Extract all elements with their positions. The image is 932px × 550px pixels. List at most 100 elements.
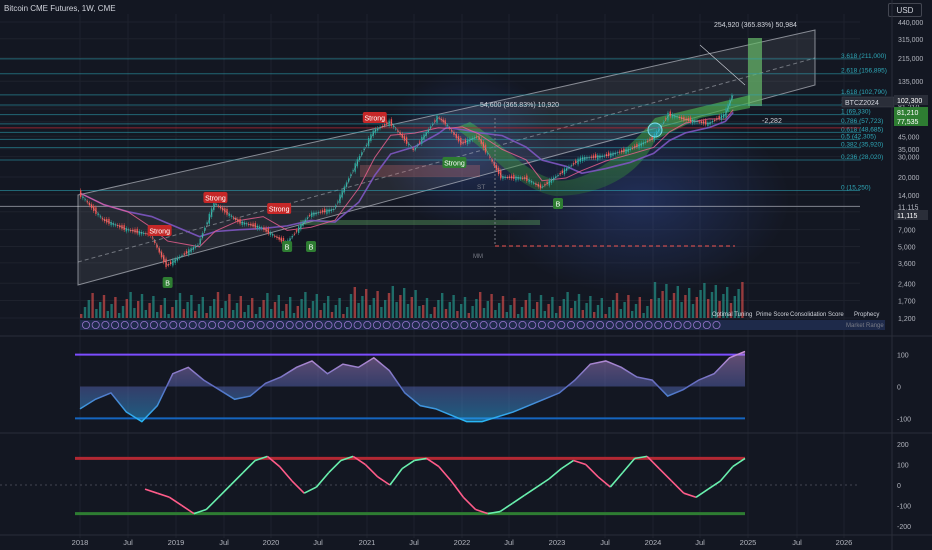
candle-body: [521, 177, 524, 179]
candle-body: [636, 143, 638, 147]
candle-body: [217, 205, 220, 207]
candle-body: [185, 250, 188, 254]
candle-body: [687, 118, 690, 122]
volume-bar: [330, 312, 334, 318]
price-tick-19: 1,200: [898, 316, 916, 323]
candle-body: [112, 223, 114, 226]
price-label-0: 102,300: [897, 98, 922, 105]
volume-bar: [289, 297, 292, 318]
candle-body: [500, 170, 502, 179]
volume-bar: [262, 300, 265, 318]
strip-marker: [198, 320, 207, 329]
volume-bar: [148, 303, 151, 318]
volume-bar: [574, 301, 577, 318]
candle-body: [515, 176, 517, 181]
osc2-segment: [242, 459, 256, 474]
fib-label-10: 0 (15,250): [841, 185, 871, 192]
osc2-segment: [279, 466, 293, 482]
volume-bar: [460, 304, 463, 318]
panel-legend-2: Consolidation: [790, 312, 826, 318]
price-label-box-1: [894, 107, 928, 117]
osc2-segment: [487, 510, 501, 515]
strip-marker: [178, 320, 187, 329]
candle-body: [444, 120, 446, 125]
volume-bar: [501, 296, 505, 318]
volume-bar: [566, 292, 569, 318]
candle-body: [552, 177, 555, 181]
candle-body: [691, 119, 694, 124]
strip-marker: [499, 320, 508, 329]
panel-legend-5: Market Range: [846, 323, 884, 329]
candle-body: [599, 155, 601, 159]
volume-bar: [80, 314, 83, 318]
volume-bar: [509, 305, 512, 318]
candle-body: [221, 207, 224, 211]
volume-bar: [361, 296, 364, 318]
strip-marker: [615, 320, 624, 329]
background-layers: [77, 29, 816, 295]
volume-bar: [156, 312, 159, 318]
volume-bar: [235, 303, 239, 318]
volume-bar: [528, 293, 531, 318]
osc2-tick-1: 100: [897, 463, 909, 470]
volume-bar: [323, 303, 326, 318]
candle-body: [116, 225, 119, 227]
strip-marker: [392, 320, 401, 329]
osc2-segment: [670, 480, 685, 494]
volume-bar: [209, 306, 212, 318]
osc2-segment: [499, 502, 513, 513]
volume-bar: [471, 306, 474, 318]
candle-body: [388, 120, 390, 126]
volume-bar: [444, 309, 448, 318]
candle-body: [151, 237, 154, 239]
candle-body: [153, 241, 156, 243]
time-tick-1: Jul: [123, 538, 133, 547]
candle-body: [143, 232, 145, 234]
candle-body: [466, 139, 469, 145]
candle-body: [245, 223, 248, 225]
candle-body: [408, 143, 410, 146]
candle-body: [213, 202, 215, 211]
candle-body: [248, 224, 250, 225]
signal-tag-4: [442, 157, 467, 168]
candle-body: [716, 118, 718, 120]
annotation-delta: -2,282: [762, 118, 782, 125]
volume-bar: [524, 300, 527, 318]
strip-marker: [469, 320, 478, 329]
candle-body: [300, 224, 302, 230]
volume-bar: [395, 302, 398, 318]
price-label-2: 77,535: [897, 119, 919, 126]
price-tick-14: 7,000: [898, 228, 916, 235]
candle-body: [397, 130, 399, 132]
candle-body: [535, 183, 537, 185]
currency-button[interactable]: USD: [888, 3, 922, 17]
fib-label-0: 3.618 (211,000): [841, 53, 886, 60]
candle-body: [680, 117, 683, 120]
fib-label-9: 0.236 (28,020): [841, 154, 883, 161]
signal-tag-6: [282, 241, 293, 252]
volume-bar: [558, 306, 562, 318]
candle-body: [119, 225, 121, 228]
target-zone: [748, 38, 762, 106]
time-tick-15: Jul: [792, 538, 802, 547]
volume-bar: [87, 300, 90, 318]
volume-bar: [201, 297, 204, 318]
candle-body: [337, 201, 339, 203]
volume-bar: [543, 311, 546, 318]
candle-body: [446, 125, 448, 127]
osc2-segment: [230, 472, 244, 486]
candle-body: [110, 222, 112, 226]
volume-bar: [463, 297, 467, 318]
candle-body: [508, 176, 511, 178]
volume-bar: [608, 307, 611, 318]
fib-label-5: 0.786 (57,723): [841, 118, 883, 125]
volume-bar: [247, 305, 250, 318]
candle-body: [82, 196, 84, 199]
strip-marker: [314, 320, 323, 329]
volume-bar: [266, 293, 269, 318]
osc2-tick-0: 200: [897, 442, 909, 449]
volume-bar: [376, 291, 379, 318]
price-tick-2: 215,000: [898, 56, 923, 63]
candle-body: [664, 118, 667, 120]
